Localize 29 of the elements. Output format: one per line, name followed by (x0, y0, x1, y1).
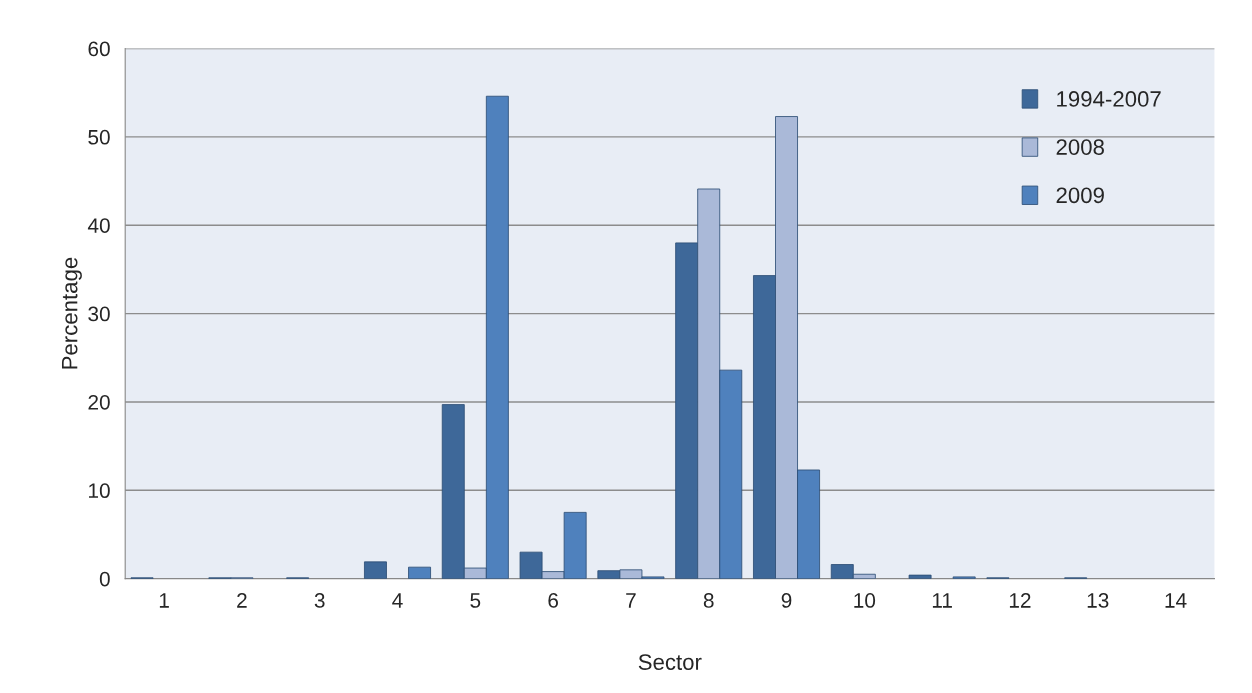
x-tick-label: 9 (781, 593, 792, 608)
legend-label: 2009 (1056, 187, 1104, 204)
x-tick-label: 11 (932, 593, 952, 608)
y-tick-label: 10 (89, 483, 110, 499)
x-tick-label: 2 (237, 593, 247, 608)
y-tick-label: 40 (87, 218, 110, 233)
bar (364, 561, 387, 579)
y-tick-label: 20 (88, 394, 110, 410)
x-tick-label: 14 (1165, 593, 1187, 608)
y-tick-label: 60 (88, 41, 110, 57)
legend-label: 1994-2007 (1057, 91, 1161, 107)
x-tick-label: 12 (1009, 593, 1031, 608)
legend-label: 2008 (1056, 139, 1104, 155)
y-tick-label: 50 (88, 129, 110, 145)
x-tick-label: 7 (626, 593, 636, 608)
x-tick-label: 1 (159, 593, 169, 608)
x-tick-label: 5 (470, 593, 481, 608)
y-tick-label: 30 (88, 306, 110, 322)
x-axis-title: Sector (638, 654, 702, 670)
x-tick-label: 3 (314, 593, 325, 608)
y-axis-title: Percentage (61, 257, 82, 369)
x-tick-label: 13 (1087, 593, 1109, 608)
x-tick-label: 4 (392, 593, 403, 608)
x-tick-label: 10 (854, 593, 876, 608)
x-tick-label: 6 (548, 593, 558, 608)
y-tick-label: 0 (99, 571, 110, 587)
bar (908, 574, 932, 579)
bar (408, 566, 431, 579)
x-tick-label: 8 (703, 593, 714, 608)
